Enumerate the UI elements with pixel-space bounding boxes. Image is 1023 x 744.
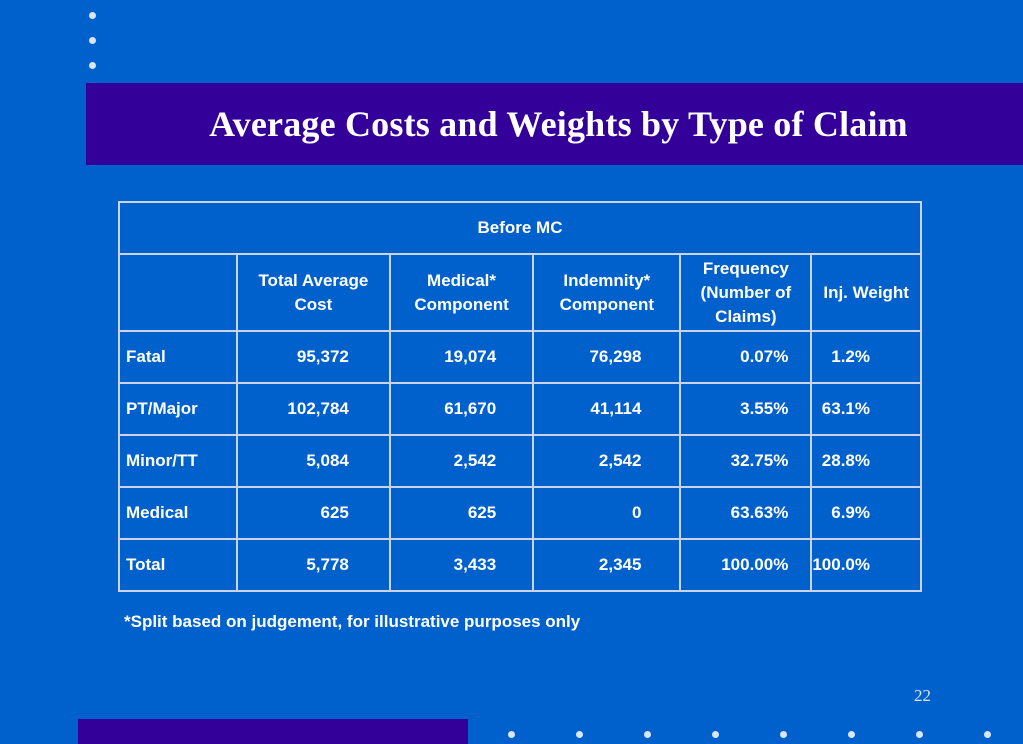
cell-total: 625 <box>235 486 391 540</box>
cell-medical: 3,433 <box>388 538 535 592</box>
table-row: PT/Major 102,784 61,670 41,114 3.55% 63.… <box>118 382 922 436</box>
cell-weight: 28.8% <box>810 434 922 488</box>
column-header-medical: Medical* Component <box>388 253 535 332</box>
table-header-row: Total Average Cost Medical* Component In… <box>118 253 922 332</box>
cell-indemnity: 0 <box>532 486 682 540</box>
page-number: 22 <box>914 686 931 705</box>
bullet-dot <box>576 731 583 738</box>
cell-frequency: 32.75% <box>679 434 813 488</box>
bullet-dot <box>916 731 923 738</box>
bullet-dot <box>780 731 787 738</box>
decorative-dots-bottom <box>508 731 1023 738</box>
band-header: Before MC <box>118 201 922 255</box>
cell-frequency: 3.55% <box>679 382 813 436</box>
cell-frequency: 0.07% <box>679 330 813 384</box>
cell-medical: 2,542 <box>388 434 535 488</box>
column-header-frequency: Frequency (Number of Claims) <box>679 253 813 332</box>
column-header-weight: Inj. Weight <box>810 253 922 332</box>
cell-medical: 61,670 <box>388 382 535 436</box>
table-row-total: Total 5,778 3,433 2,345 100.00% 100.0% <box>118 538 922 592</box>
cell-weight: 6.9% <box>810 486 922 540</box>
bullet-dot <box>89 62 96 69</box>
column-header-indemnity: Indemnity* Component <box>532 253 682 332</box>
bullet-dot <box>89 12 96 19</box>
cell-indemnity: 2,542 <box>532 434 682 488</box>
cell-weight: 100.0% <box>810 538 922 592</box>
cell-total: 102,784 <box>235 382 391 436</box>
cell-total: 5,084 <box>235 434 391 488</box>
cell-indemnity: 2,345 <box>532 538 682 592</box>
row-label: Fatal <box>118 330 238 384</box>
cost-weight-table: Before MC Total Average Cost Medical* Co… <box>118 201 922 592</box>
row-label: PT/Major <box>118 382 238 436</box>
bullet-dot <box>89 37 96 44</box>
decorative-dots-top <box>89 12 99 87</box>
decorative-bottom-bar <box>78 719 468 744</box>
cell-indemnity: 76,298 <box>532 330 682 384</box>
slide-title: Average Costs and Weights by Type of Cla… <box>209 104 908 144</box>
row-label: Total <box>118 538 238 592</box>
table-band-header-row: Before MC <box>118 201 922 255</box>
table-row: Fatal 95,372 19,074 76,298 0.07% 1.2% <box>118 330 922 384</box>
bullet-dot <box>508 731 515 738</box>
bullet-dot <box>644 731 651 738</box>
cell-frequency: 63.63% <box>679 486 813 540</box>
cell-total: 95,372 <box>235 330 391 384</box>
cell-total: 5,778 <box>235 538 391 592</box>
cell-weight: 63.1% <box>810 382 922 436</box>
row-label: Minor/TT <box>118 434 238 488</box>
cell-frequency: 100.00% <box>679 538 813 592</box>
table-row: Minor/TT 5,084 2,542 2,542 32.75% 28.8% <box>118 434 922 488</box>
cell-weight: 1.2% <box>810 330 922 384</box>
bullet-dot <box>712 731 719 738</box>
cell-medical: 19,074 <box>388 330 535 384</box>
footnote: *Split based on judgement, for illustrat… <box>124 612 581 631</box>
cell-indemnity: 41,114 <box>532 382 682 436</box>
column-header-total: Total Average Cost <box>235 253 391 332</box>
table-row: Medical 625 625 0 63.63% 6.9% <box>118 486 922 540</box>
cell-medical: 625 <box>388 486 535 540</box>
bullet-dot <box>984 731 991 738</box>
row-label: Medical <box>118 486 238 540</box>
title-band: Average Costs and Weights by Type of Cla… <box>86 83 1023 165</box>
bullet-dot <box>848 731 855 738</box>
column-header-label <box>118 253 238 332</box>
